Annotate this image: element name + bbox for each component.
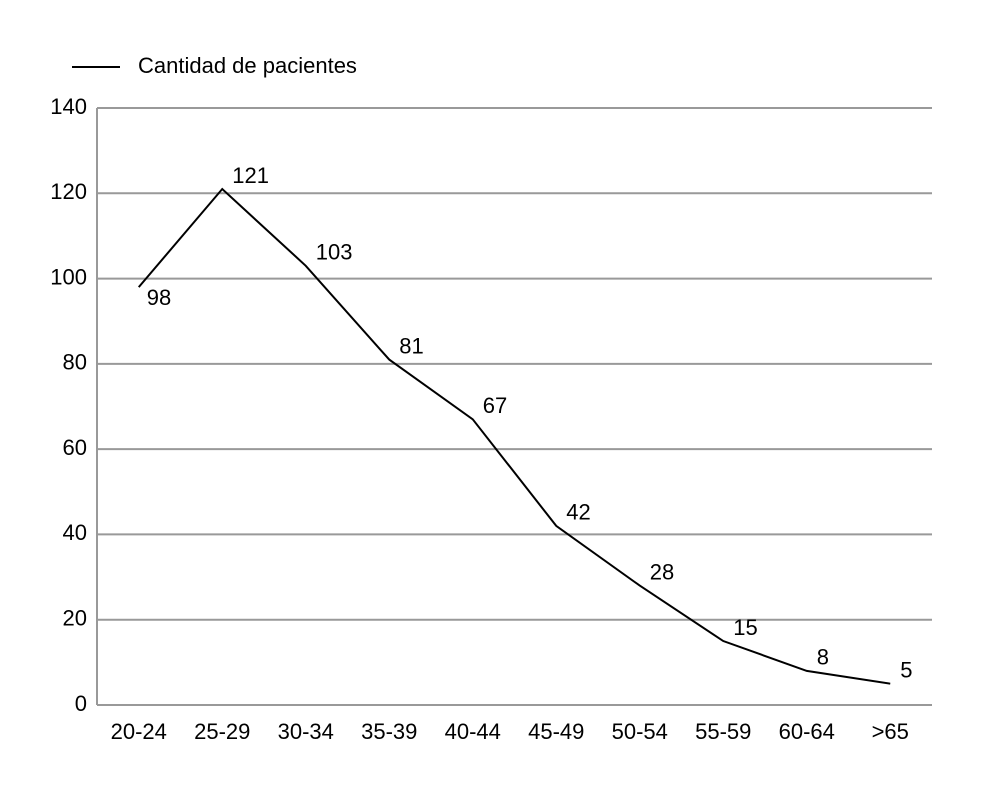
y-tick-label: 80 bbox=[63, 350, 87, 375]
data-label: 81 bbox=[399, 333, 423, 358]
x-tick-label: 25-29 bbox=[194, 719, 250, 744]
x-tick-label: 45-49 bbox=[528, 719, 584, 744]
y-tick-label: 100 bbox=[50, 264, 87, 289]
x-tick-label: 50-54 bbox=[612, 719, 668, 744]
data-label: 67 bbox=[483, 393, 507, 418]
data-label: 103 bbox=[316, 240, 353, 265]
x-tick-label: >65 bbox=[872, 719, 909, 744]
x-tick-label: 20-24 bbox=[111, 719, 167, 744]
legend-label: Cantidad de pacientes bbox=[138, 53, 357, 78]
data-label: 15 bbox=[733, 615, 757, 640]
x-tick-label: 60-64 bbox=[779, 719, 835, 744]
data-label: 28 bbox=[650, 559, 674, 584]
y-tick-label: 140 bbox=[50, 94, 87, 119]
data-label: 42 bbox=[566, 500, 590, 525]
y-tick-label: 20 bbox=[63, 606, 87, 631]
x-tick-label: 40-44 bbox=[445, 719, 501, 744]
data-label: 121 bbox=[232, 163, 269, 188]
y-tick-label: 40 bbox=[63, 520, 87, 545]
y-tick-label: 60 bbox=[63, 435, 87, 460]
x-tick-label: 35-39 bbox=[361, 719, 417, 744]
data-label: 8 bbox=[817, 645, 829, 670]
y-tick-label: 0 bbox=[75, 691, 87, 716]
x-tick-label: 30-34 bbox=[278, 719, 334, 744]
y-tick-label: 120 bbox=[50, 179, 87, 204]
data-label: 98 bbox=[147, 285, 171, 310]
x-tick-label: 55-59 bbox=[695, 719, 751, 744]
data-label: 5 bbox=[900, 657, 912, 682]
series-line bbox=[137, 187, 891, 685]
